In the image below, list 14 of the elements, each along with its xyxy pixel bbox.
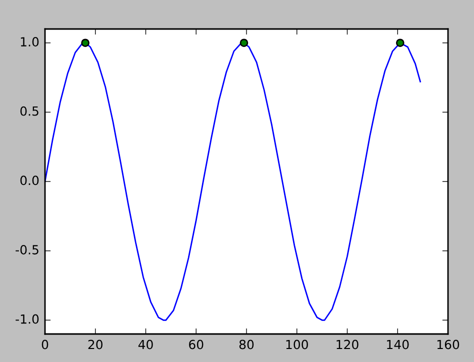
y-tick-label: -1.0 [16, 314, 39, 324]
x-tick-label: 160 [437, 340, 460, 350]
y-tick-label: 0.5 [20, 106, 38, 116]
y-tick-label: -0.5 [16, 244, 38, 254]
x-tick-label: 140 [387, 340, 409, 350]
x-tick-label: 100 [286, 340, 308, 350]
x-tick-label: 20 [88, 340, 102, 350]
x-tick-label: 0 [42, 340, 48, 350]
x-tick-label: 40 [138, 340, 153, 350]
y-tick-label: 0.0 [20, 176, 39, 186]
x-tick-label: 120 [336, 340, 358, 350]
x-tick-label: 60 [189, 340, 204, 350]
y-tick-label: 1.0 [20, 37, 39, 46]
x-tick-label: 80 [239, 340, 254, 350]
